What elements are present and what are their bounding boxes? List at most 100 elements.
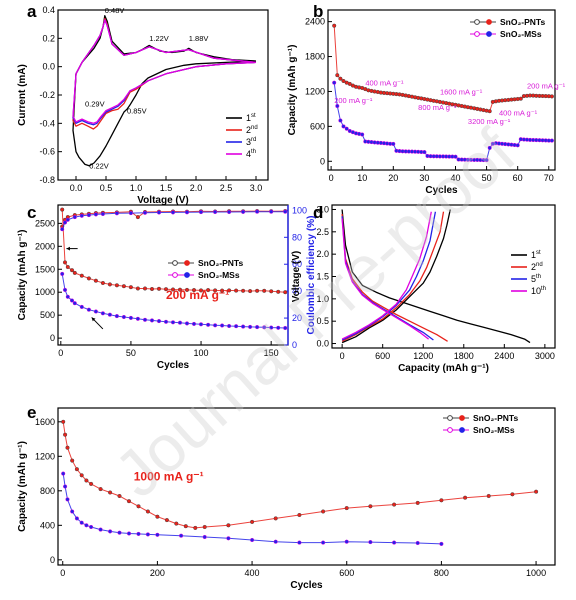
legend-marker-open <box>474 31 480 37</box>
annotation: 0.22V <box>89 162 109 171</box>
data-point <box>156 210 162 215</box>
data-point <box>226 536 231 541</box>
data-point <box>510 492 515 497</box>
data-point <box>392 540 397 545</box>
legend-label: SnO₂-PNTs <box>500 17 545 27</box>
data-point <box>62 220 68 225</box>
data-point <box>484 158 489 163</box>
data-point <box>62 287 68 292</box>
data-point <box>463 495 468 500</box>
data-point <box>283 209 288 214</box>
x-tick-label: 600 <box>375 351 390 361</box>
y-tick-label: 1000 <box>35 287 55 297</box>
y-axis-label: Voltage (V) <box>291 251 302 302</box>
data-point <box>93 278 98 283</box>
y-axis-label: Capacity (mAh g⁻¹) <box>17 230 28 321</box>
y-axis-label: Capacity (mAh g⁻¹) <box>287 45 298 136</box>
data-point <box>248 324 253 329</box>
data-point <box>93 212 98 217</box>
annotation: 1000 mA g⁻¹ <box>134 469 204 483</box>
data-point <box>439 498 444 503</box>
data-point <box>145 532 150 537</box>
data-point <box>269 209 274 214</box>
y-tick-label: -0.4 <box>39 118 55 128</box>
data-point <box>100 311 105 316</box>
y-tick-label: 1.0 <box>316 294 329 304</box>
data-point <box>220 323 225 328</box>
data-point <box>549 138 554 143</box>
data-point <box>156 286 162 291</box>
annotation: 400 mA g⁻¹ <box>365 79 404 88</box>
plot-area <box>60 207 288 331</box>
panel-letter: d <box>313 203 323 222</box>
data-point <box>117 493 122 499</box>
legend-label: 2nd <box>246 125 258 135</box>
data-point <box>114 211 119 216</box>
data-point <box>89 524 94 530</box>
plot-area <box>72 15 257 167</box>
y-tick-label: -0.8 <box>39 175 55 185</box>
y-tick-label: 0.5 <box>316 316 329 326</box>
data-point <box>341 78 346 84</box>
data-point <box>191 321 197 326</box>
panel-letter: c <box>27 203 36 222</box>
data-point <box>262 288 267 293</box>
data-point <box>226 523 231 528</box>
x-tick-label: 2400 <box>494 351 514 361</box>
annotation: 800 mA g⁻¹ <box>418 103 457 112</box>
legend-marker-open <box>474 19 480 25</box>
arrow-head <box>66 246 70 251</box>
x-axis-label: Cycles <box>290 580 323 591</box>
data-point <box>255 288 260 293</box>
x-tick-label: 0 <box>58 348 63 358</box>
data-point <box>206 288 211 293</box>
data-point <box>360 132 365 137</box>
data-point <box>136 531 141 536</box>
data-point <box>72 301 77 306</box>
x-tick-label: 800 <box>434 568 449 578</box>
data-point <box>344 539 349 544</box>
x-tick-label: 1.5 <box>160 183 173 193</box>
y-right-tick-label: 100 <box>292 205 307 215</box>
x-tick-label: 40 <box>450 173 460 183</box>
legend-marker-open <box>172 260 178 266</box>
data-point <box>213 323 218 328</box>
data-point <box>98 527 103 532</box>
data-point <box>283 290 288 295</box>
series-line <box>341 211 437 341</box>
legend-marker-open <box>447 415 453 421</box>
series-line <box>341 218 429 340</box>
legend-label: 3rd <box>246 137 256 147</box>
data-point <box>108 529 113 534</box>
data-point <box>368 540 373 545</box>
y-tick-label: 0 <box>320 156 325 166</box>
data-point <box>338 76 343 81</box>
data-point <box>250 519 255 524</box>
data-point <box>269 325 274 330</box>
y-right-tick-label: 80 <box>292 232 302 242</box>
data-point <box>126 531 132 536</box>
data-point <box>170 287 176 292</box>
data-point <box>60 207 65 212</box>
x-tick-label: 2.0 <box>190 183 203 193</box>
y-tick-label: 0.4 <box>42 5 55 15</box>
plot-area <box>332 23 554 163</box>
y-tick-label: 2500 <box>35 218 55 228</box>
y-tick-label: -0.6 <box>39 147 55 157</box>
x-tick-label: 70 <box>544 173 554 183</box>
panel-letter: e <box>27 403 36 422</box>
legend-label: 4th <box>246 149 256 159</box>
x-tick-label: 50 <box>482 173 492 183</box>
data-point <box>283 325 288 331</box>
series-line <box>72 19 257 124</box>
legend-label: SnO₂-PNTs <box>473 413 518 423</box>
data-point <box>128 211 133 216</box>
series-line <box>62 421 537 529</box>
data-point <box>184 321 190 326</box>
data-point <box>60 227 65 232</box>
annotation: 400 mA g⁻¹ <box>499 108 538 117</box>
data-point <box>202 524 207 530</box>
x-tick-label: 50 <box>126 348 136 358</box>
legend-label: 10th <box>531 286 546 296</box>
data-point <box>65 217 70 222</box>
